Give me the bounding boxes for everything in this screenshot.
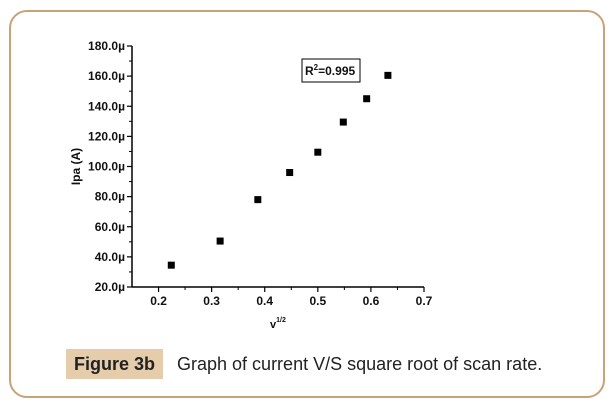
x-tick-label: 0.6 [363,294,380,308]
x-tick-label: 0.2 [150,294,167,308]
data-point [384,71,392,79]
y-tick-label: 20.0µ [95,280,125,294]
annotation-box [301,58,361,83]
y-tick-label: 180.0µ [88,39,125,53]
data-point [167,261,175,269]
y-tick-label: 60.0µ [95,220,125,234]
x-tick-label: 0.7 [416,294,433,308]
data-point [339,118,347,126]
caption-text: Graph of current V/S square root of scan… [177,354,543,374]
figure-caption: Figure 3b Graph of current V/S square ro… [66,348,542,380]
plot-area: 20.0µ 40.0µ 60.0µ 80.0µ 100.0µ 120.0µ 140.0µ 16… [69,39,433,331]
r-squared-annotation: R2=0.995 [305,63,355,78]
x-tick-label: 0.5 [309,294,326,308]
y-tick-label: 140.0µ [88,99,125,113]
x-tick-label: 0.3 [203,294,220,308]
data-point [314,148,322,156]
data-point [254,196,262,204]
y-tick-label: 80.0µ [95,190,125,204]
x-tick-label: 0.4 [256,294,273,308]
data-point [286,169,294,177]
y-tick-label: 100.0µ [88,160,125,174]
y-tick-label: 160.0µ [88,69,125,83]
y-axis-label: Ipa (A) [69,148,83,185]
y-tick-label: 120.0µ [88,129,125,143]
data-point [216,237,224,245]
figure-label: Figure 3b [66,349,164,379]
x-axis-label: v1/2 [270,317,286,331]
data-point [363,95,371,103]
y-tick-label: 40.0µ [95,250,125,264]
